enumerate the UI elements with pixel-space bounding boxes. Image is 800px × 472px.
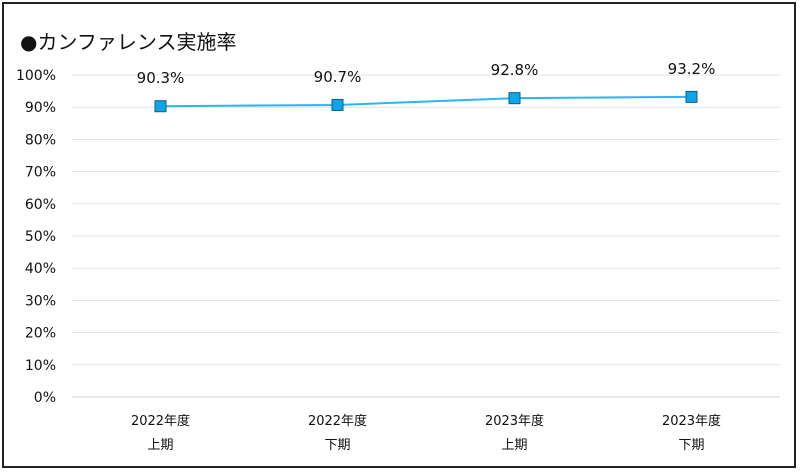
y-tick-label: 70% <box>25 165 56 181</box>
data-labels: 90.3% 90.7% 92.8% 93.2% <box>137 60 716 87</box>
y-tick-label: 50% <box>25 229 56 245</box>
y-tick-label: 100% <box>16 68 56 84</box>
data-point-marker <box>685 90 698 103</box>
x-tick-sublabel: 上期 <box>147 438 173 453</box>
x-tick-label: 2022年度 <box>131 413 190 429</box>
series-line-path <box>160 95 692 108</box>
y-tick-label: 20% <box>25 326 56 342</box>
y-tick-label: 60% <box>25 197 56 213</box>
data-point-marker <box>154 100 167 113</box>
y-axis: 0% 10% 20% 30% 40% 50% 60% 70% 80% 90% 100% <box>16 68 56 406</box>
x-tick-sublabel: 下期 <box>324 438 350 453</box>
data-label: 92.8% <box>491 61 539 79</box>
x-tick-label: 2023年度 <box>662 413 721 429</box>
x-tick-label: 2023年度 <box>485 413 544 429</box>
chart-title: ●カンファレンス実施率 <box>20 30 237 54</box>
x-tick-label: 2022年度 <box>308 413 367 429</box>
x-tick-sublabel: 上期 <box>501 438 527 453</box>
chart-frame <box>2 2 796 468</box>
data-label: 93.2% <box>668 60 716 78</box>
gridlines <box>72 74 780 398</box>
y-tick-label: 10% <box>25 358 56 374</box>
y-tick-label: 0% <box>34 390 56 406</box>
y-tick-label: 90% <box>25 100 56 116</box>
series-line <box>154 90 698 113</box>
y-tick-label: 30% <box>25 293 56 309</box>
data-label: 90.3% <box>137 69 185 87</box>
y-tick-label: 40% <box>25 261 56 277</box>
x-tick-sublabel: 下期 <box>678 438 704 453</box>
data-label: 90.7% <box>314 68 362 86</box>
y-tick-label: 80% <box>25 132 56 148</box>
data-point-marker <box>508 92 521 105</box>
data-point-marker <box>331 98 344 111</box>
